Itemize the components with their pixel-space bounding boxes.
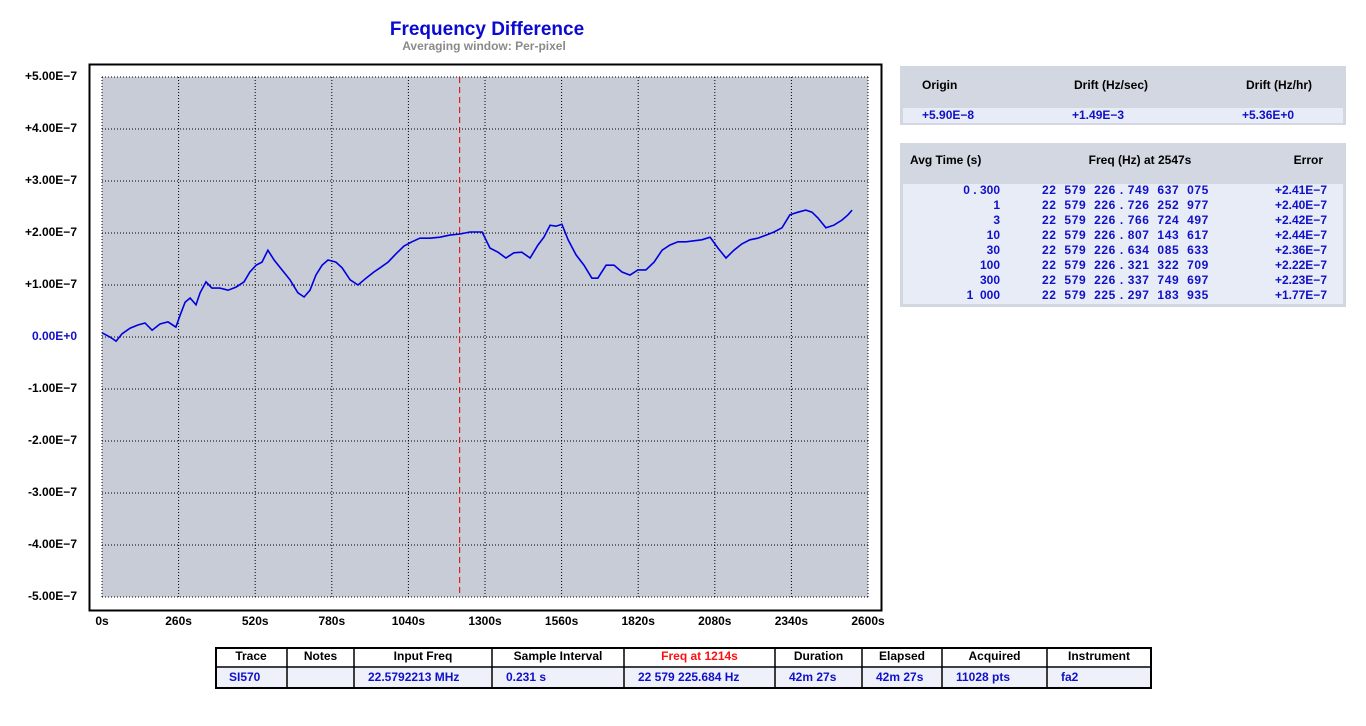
chart-title: Frequency Difference (390, 19, 584, 40)
avg-cell: 10 (987, 228, 1001, 242)
avg-cell: 22 579 226 . 749 637 075 (1042, 183, 1209, 197)
avg-cell: 100 (980, 258, 1000, 272)
info-header: Instrument (1068, 649, 1130, 663)
origin-row-bg (903, 108, 1343, 123)
avg-cell: +2.23E−7 (1275, 273, 1327, 287)
y-tick-label: -3.00E−7 (28, 485, 77, 499)
info-cell: SI570 (229, 670, 261, 684)
y-tick-label: -2.00E−7 (28, 433, 77, 447)
y-tick-label: -1.00E−7 (28, 381, 77, 395)
avg-cell: 22 579 226 . 337 749 697 (1042, 273, 1209, 287)
x-tick-label: 2340s (775, 614, 809, 628)
x-tick-label: 1040s (392, 614, 426, 628)
avg-cell: +2.40E−7 (1275, 198, 1327, 212)
y-tick-label: -4.00E−7 (28, 537, 77, 551)
plot-area (102, 77, 868, 597)
origin-header: Origin (922, 78, 957, 92)
origin-cell: +5.36E+0 (1242, 108, 1294, 122)
origin-header: Drift (Hz/sec) (1074, 78, 1148, 92)
info-cell: fa2 (1061, 670, 1079, 684)
y-tick-label: +1.00E−7 (25, 277, 77, 291)
info-header: Duration (794, 649, 843, 663)
x-tick-label: 2600s (851, 614, 885, 628)
y-tick-label: -5.00E−7 (28, 589, 77, 603)
avg-cell: 3 (993, 213, 1000, 227)
avg-cell: 22 579 226 . 807 143 617 (1042, 228, 1209, 242)
y-tick-label: +5.00E−7 (25, 69, 77, 83)
avg-cell: 300 (980, 273, 1000, 287)
x-tick-label: 2080s (698, 614, 732, 628)
info-header: Elapsed (879, 649, 925, 663)
info-header: Freq at 1214s (661, 649, 738, 663)
avg-header: Avg Time (s) (910, 153, 981, 167)
x-tick-label: 260s (165, 614, 192, 628)
origin-cell: +5.90E−8 (922, 108, 974, 122)
x-tick-label: 1560s (545, 614, 579, 628)
avg-cell: 22 579 225 . 297 183 935 (1042, 288, 1209, 302)
avg-header: Freq (Hz) at 2547s (1089, 153, 1192, 167)
x-tick-label: 1300s (468, 614, 502, 628)
x-tick-label: 520s (242, 614, 269, 628)
avg-cell: +2.36E−7 (1275, 243, 1327, 257)
info-header: Input Freq (394, 649, 453, 663)
avg-header: Error (1294, 153, 1324, 167)
info-cell: 22.5792213 MHz (368, 670, 459, 684)
info-cell: 11028 pts (956, 670, 1010, 684)
x-tick-label: 0s (95, 614, 109, 628)
x-tick-label: 780s (318, 614, 345, 628)
origin-cell: +1.49E−3 (1072, 108, 1124, 122)
avg-cell: 30 (987, 243, 1001, 257)
y-tick-label: 0.00E+0 (32, 329, 77, 343)
chart-subtitle: Averaging window: Per-pixel (402, 39, 566, 53)
info-cell: 22 579 225.684 Hz (638, 670, 739, 684)
info-row-bg (217, 668, 1150, 687)
info-cell: 0.231 s (506, 670, 546, 684)
avg-cell: +2.44E−7 (1275, 228, 1327, 242)
avg-cell: 1 (993, 198, 1000, 212)
avg-cell: 22 579 226 . 634 085 633 (1042, 243, 1209, 257)
origin-header: Drift (Hz/hr) (1246, 78, 1312, 92)
y-tick-label: +4.00E−7 (25, 121, 77, 135)
avg-cell: +2.41E−7 (1275, 183, 1327, 197)
data-line (101, 209, 853, 343)
avg-cell: 0 . 300 (963, 183, 1000, 197)
avg-rows-bg (903, 184, 1343, 304)
info-header: Acquired (968, 649, 1020, 663)
avg-cell: +2.22E−7 (1275, 258, 1327, 272)
avg-cell: +1.77E−7 (1275, 288, 1327, 302)
avg-cell: +2.42E−7 (1275, 213, 1327, 227)
x-tick-label: 1820s (622, 614, 656, 628)
y-tick-label: +2.00E−7 (25, 225, 77, 239)
info-header: Notes (304, 649, 338, 663)
info-cell: 42m 27s (876, 670, 924, 684)
info-header: Trace (235, 649, 267, 663)
avg-cell: 22 579 226 . 766 724 497 (1042, 213, 1209, 227)
avg-cell: 1 000 (967, 288, 1001, 302)
info-header: Sample Interval (514, 649, 603, 663)
avg-cell: 22 579 226 . 321 322 709 (1042, 258, 1209, 272)
avg-cell: 22 579 226 . 726 252 977 (1042, 198, 1209, 212)
y-tick-label: +3.00E−7 (25, 173, 77, 187)
info-cell: 42m 27s (789, 670, 837, 684)
